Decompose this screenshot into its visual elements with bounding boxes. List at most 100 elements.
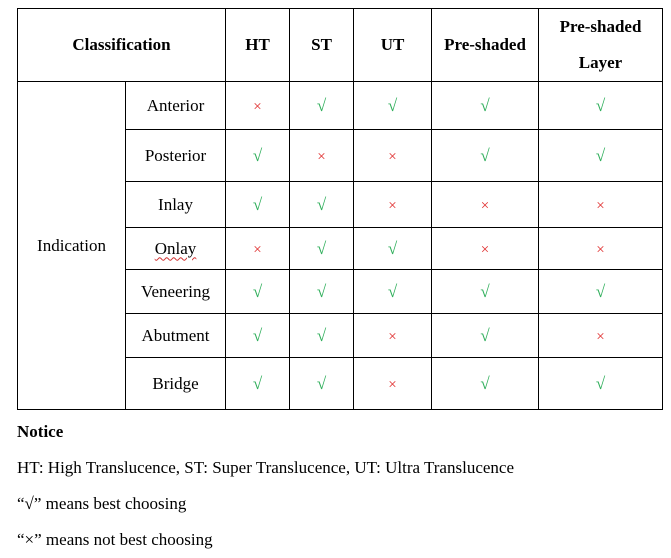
check-mark-icon: √ bbox=[252, 145, 263, 165]
check-mark-icon: √ bbox=[480, 145, 490, 165]
check-mark-icon: √ bbox=[316, 238, 327, 258]
table-row: Bridge √ √ × √ √ bbox=[18, 357, 664, 410]
cell-mark: √ bbox=[431, 81, 540, 130]
header-ht: HT bbox=[225, 8, 291, 82]
check-mark-icon: √ bbox=[316, 281, 327, 301]
check-mark-icon: √ bbox=[595, 95, 606, 115]
cell-mark: √ bbox=[225, 357, 291, 410]
cross-mark-icon: × bbox=[480, 197, 490, 214]
check-mark-icon: √ bbox=[595, 281, 606, 301]
cell-mark: √ bbox=[538, 129, 664, 182]
cross-mark-icon: × bbox=[253, 98, 262, 115]
cell-mark: √ bbox=[353, 81, 433, 130]
header-st: ST bbox=[289, 8, 355, 82]
check-mark-icon: √ bbox=[595, 373, 606, 393]
row-label-text: Posterior bbox=[144, 145, 207, 165]
check-mark-icon: √ bbox=[480, 325, 490, 345]
cross-mark-icon: × bbox=[388, 197, 397, 214]
cell-mark: √ bbox=[353, 269, 433, 314]
cell-mark: × bbox=[538, 181, 664, 228]
cross-mark-icon: × bbox=[388, 148, 397, 165]
row-label: Inlay bbox=[124, 181, 227, 228]
cell-mark: √ bbox=[289, 181, 355, 228]
cell-mark: × bbox=[289, 129, 355, 182]
table-row: Abutment √ √ × √ × bbox=[18, 313, 664, 358]
cell-mark: × bbox=[431, 181, 540, 228]
check-mark-icon: √ bbox=[387, 281, 398, 301]
cell-mark: √ bbox=[225, 313, 291, 358]
row-label: Posterior bbox=[124, 129, 227, 182]
row-label: Abutment bbox=[124, 313, 227, 358]
cell-mark: √ bbox=[431, 269, 540, 314]
cell-mark: √ bbox=[225, 181, 291, 228]
cell-mark: √ bbox=[289, 81, 355, 130]
cross-mark-icon: × bbox=[388, 376, 397, 393]
cross-mark-icon: × bbox=[596, 241, 605, 258]
header-ut: UT bbox=[353, 8, 433, 82]
header-pre-shaded-layer: Pre-shaded Layer bbox=[538, 8, 664, 82]
cell-mark: √ bbox=[538, 81, 664, 130]
row-label-text: Abutment bbox=[141, 325, 210, 345]
cell-mark: × bbox=[225, 227, 291, 270]
table-row: Inlay √ √ × × × bbox=[18, 181, 664, 228]
check-mark-icon: √ bbox=[252, 325, 263, 345]
cell-mark: × bbox=[353, 129, 433, 182]
check-mark-icon: √ bbox=[387, 95, 398, 115]
cell-mark: × bbox=[353, 313, 433, 358]
cell-mark: × bbox=[225, 81, 291, 130]
cell-mark: √ bbox=[431, 313, 540, 358]
cell-mark: √ bbox=[431, 357, 540, 410]
check-mark-icon: √ bbox=[316, 373, 327, 393]
table-body: Indication Anterior × √ √ √ √ Posterior √ × × √ √ Inl… bbox=[17, 81, 664, 410]
cross-mark-icon: × bbox=[596, 328, 605, 345]
group-label-indication: Indication bbox=[17, 81, 126, 410]
cross-mark-icon: × bbox=[317, 148, 326, 165]
cell-mark: √ bbox=[289, 313, 355, 358]
header-classification: Classification bbox=[16, 8, 227, 82]
check-mark-icon: √ bbox=[316, 194, 327, 214]
cell-mark: × bbox=[538, 313, 664, 358]
notice-line-abbreviations: HT: High Translucence, ST: Super Translu… bbox=[17, 458, 515, 477]
header-pre-shaded: Pre-shaded bbox=[431, 8, 540, 82]
row-label: Onlay bbox=[124, 227, 227, 270]
notice-line-check-meaning: “√” means best choosing bbox=[17, 494, 187, 513]
check-mark-icon: √ bbox=[387, 238, 398, 258]
classification-table: Classification HT ST UT Pre-shaded Pre-s… bbox=[16, 8, 664, 410]
check-mark-icon: √ bbox=[480, 95, 490, 115]
row-label: Anterior bbox=[124, 81, 227, 130]
check-mark-icon: √ bbox=[316, 95, 327, 115]
cell-mark: √ bbox=[431, 129, 540, 182]
cell-mark: √ bbox=[225, 269, 291, 314]
notice-line-cross-meaning: “×” means not best choosing bbox=[17, 530, 213, 549]
row-label-text: Anterior bbox=[146, 95, 205, 115]
cell-mark: × bbox=[538, 227, 664, 270]
table-row: Posterior √ × × √ √ bbox=[18, 129, 664, 182]
check-mark-icon: √ bbox=[252, 194, 263, 214]
cell-mark: √ bbox=[538, 269, 664, 314]
row-label: Bridge bbox=[124, 357, 227, 410]
cross-mark-icon: × bbox=[388, 328, 397, 345]
cell-mark: √ bbox=[225, 129, 291, 182]
check-mark-icon: √ bbox=[252, 281, 263, 301]
cell-mark: √ bbox=[289, 357, 355, 410]
cell-mark: √ bbox=[289, 227, 355, 270]
notice-section: Notice HT: High Translucence, ST: Super … bbox=[17, 414, 514, 558]
row-label-text: Veneering bbox=[141, 281, 210, 301]
row-label-text: Onlay bbox=[154, 238, 197, 258]
cross-mark-icon: × bbox=[253, 241, 262, 258]
check-mark-icon: √ bbox=[316, 325, 327, 345]
row-label-text: Inlay bbox=[158, 194, 193, 214]
cell-mark: √ bbox=[538, 357, 664, 410]
cell-mark: √ bbox=[353, 227, 433, 270]
cell-mark: × bbox=[353, 181, 433, 228]
cross-mark-icon: × bbox=[596, 197, 605, 214]
cell-mark: × bbox=[431, 227, 540, 270]
check-mark-icon: √ bbox=[252, 373, 263, 393]
row-label-text: Bridge bbox=[152, 373, 199, 393]
check-mark-icon: √ bbox=[480, 281, 490, 301]
cross-mark-icon: × bbox=[480, 241, 490, 258]
cell-mark: √ bbox=[289, 269, 355, 314]
notice-title: Notice bbox=[17, 422, 64, 441]
header-row: Classification HT ST UT Pre-shaded Pre-s… bbox=[16, 8, 664, 82]
table-row: Indication Anterior × √ √ √ √ bbox=[17, 81, 664, 410]
